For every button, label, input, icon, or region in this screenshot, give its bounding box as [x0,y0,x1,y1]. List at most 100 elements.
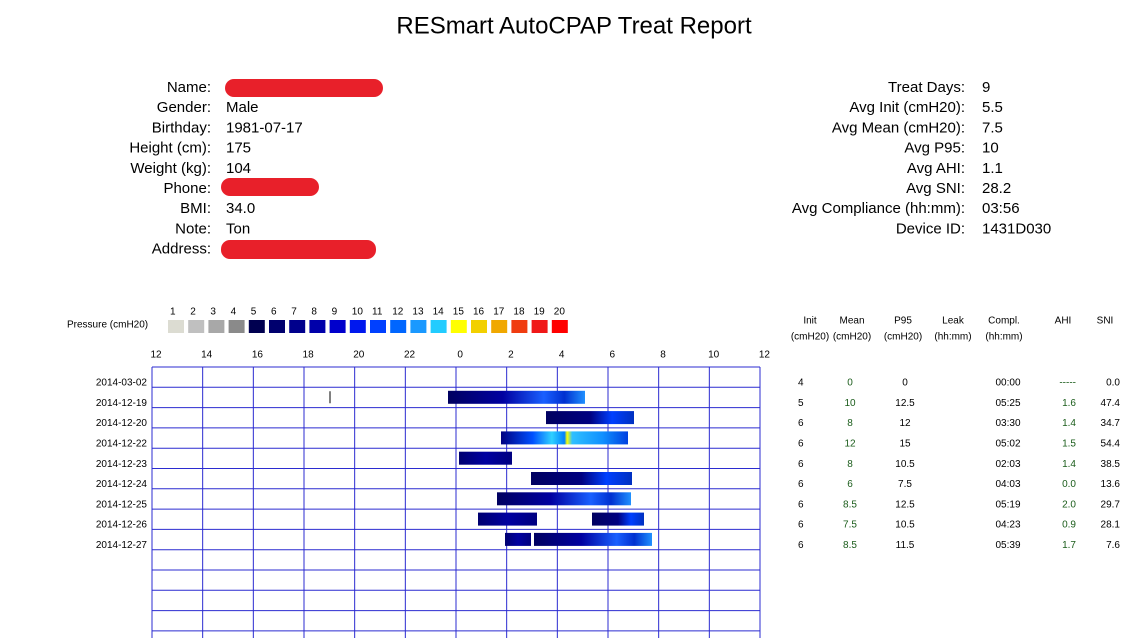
field-value: Male [226,99,259,116]
summary-label: Device ID: [896,220,965,237]
legend-level: 7 [291,307,297,318]
cell-p95: 0 [902,378,908,389]
cell-ahi: 1.5 [1062,439,1076,450]
legend-swatch [450,320,467,333]
session-bar [497,492,631,506]
cell-mean: 8 [847,418,853,429]
field-value: 104 [226,160,251,177]
cell-mean: 6 [847,479,853,490]
cell-compl: 02:03 [995,459,1020,470]
field-value: 1981-07-17 [226,119,303,136]
summary-label: Treat Days: [888,79,965,96]
hour-label: 0 [457,350,463,361]
summary-label: Avg Mean (cmH20): [832,119,965,136]
column-header: AHI [1055,316,1072,327]
redaction [221,240,376,259]
cell-mean: 12 [844,439,856,450]
field-label: Gender: [157,99,211,116]
cell-p95: 12.5 [895,499,915,510]
legend-level: 8 [311,307,317,318]
legend-level: 13 [412,307,424,318]
legend-level: 10 [352,307,364,318]
row-date: 2014-12-23 [96,459,148,470]
session-bar [534,532,652,546]
cell-ahi: 2.0 [1062,499,1076,510]
cell-ahi: 1.6 [1062,398,1076,409]
legend-swatch [289,320,306,333]
row-date: 2014-03-02 [96,378,148,389]
legend-swatch [208,320,225,333]
report-title: RESmart AutoCPAP Treat Report [396,12,752,39]
cell-mean: 8 [847,459,853,470]
hour-label: 14 [201,350,213,361]
hour-label: 22 [404,350,416,361]
hour-label: 12 [759,350,771,361]
field-label: BMI: [180,200,211,217]
summary-label: Avg P95: [904,140,965,157]
cell-ahi: 0.9 [1062,520,1076,531]
cell-init: 6 [798,540,804,551]
legend-swatch [551,320,568,333]
cell-p95: 15 [899,439,911,450]
legend-level: 12 [392,307,404,318]
legend-swatch [471,320,487,333]
hour-label: 12 [150,350,162,361]
legend-swatch [188,320,205,333]
hour-label: 20 [353,350,365,361]
cell-init: 6 [798,499,804,510]
cell-init: 6 [798,418,804,429]
cell-ahi: 0.0 [1062,479,1076,490]
legend-swatch [531,320,548,333]
column-header: (cmH20) [833,332,871,343]
row-date: 2014-12-19 [96,398,148,409]
summary-value: 1.1 [982,160,1003,177]
cell-sni: 29.7 [1101,499,1121,510]
row-date: 2014-12-25 [96,499,148,510]
cell-mean: 10 [844,398,856,409]
cell-sni: 7.6 [1106,540,1120,551]
column-header: Mean [839,316,864,327]
summary-value: 9 [982,79,990,96]
cell-mean: 7.5 [843,520,857,531]
field-label: Weight (kg): [130,160,211,177]
summary-value: 5.5 [982,99,1003,116]
legend-level: 16 [473,307,485,318]
redaction [225,79,383,97]
column-header: Compl. [988,316,1020,327]
cell-init: 6 [798,459,804,470]
legend-swatch [430,320,447,333]
session-bar [501,431,628,445]
cell-init: 6 [798,439,804,450]
legend-level: 5 [251,307,257,318]
field-label: Birthday: [152,119,211,136]
legend-level: 15 [453,307,465,318]
cell-compl: 05:39 [995,540,1020,551]
hour-label: 10 [708,350,720,361]
legend-swatch [309,320,326,333]
cell-sni: 54.4 [1101,439,1121,450]
session-bar [531,472,632,485]
session-bar [505,532,531,546]
cell-p95: 12 [899,418,911,429]
legend-level: 11 [372,307,383,318]
summary-label: Avg Compliance (hh:mm): [792,200,965,217]
cell-sni: 47.4 [1101,398,1121,409]
cell-compl: 00:00 [995,378,1020,389]
cell-mean: 8.5 [843,499,857,510]
legend-swatch [269,320,285,333]
cell-sni: 34.7 [1101,418,1121,429]
row-date: 2014-12-26 [96,520,148,531]
column-header: SNI [1097,316,1114,327]
session-bar [478,512,537,526]
cell-mean: 0 [847,378,853,389]
legend-swatch [370,320,386,333]
legend-level: 3 [210,307,216,318]
legend-level: 19 [534,307,546,318]
cell-compl: 05:02 [995,439,1020,450]
legend-swatch [349,320,366,333]
session-bar [546,411,634,425]
legend-label: Pressure (cmH20) [67,320,148,331]
session-bar [459,451,512,465]
summary-value: 7.5 [982,119,1003,136]
